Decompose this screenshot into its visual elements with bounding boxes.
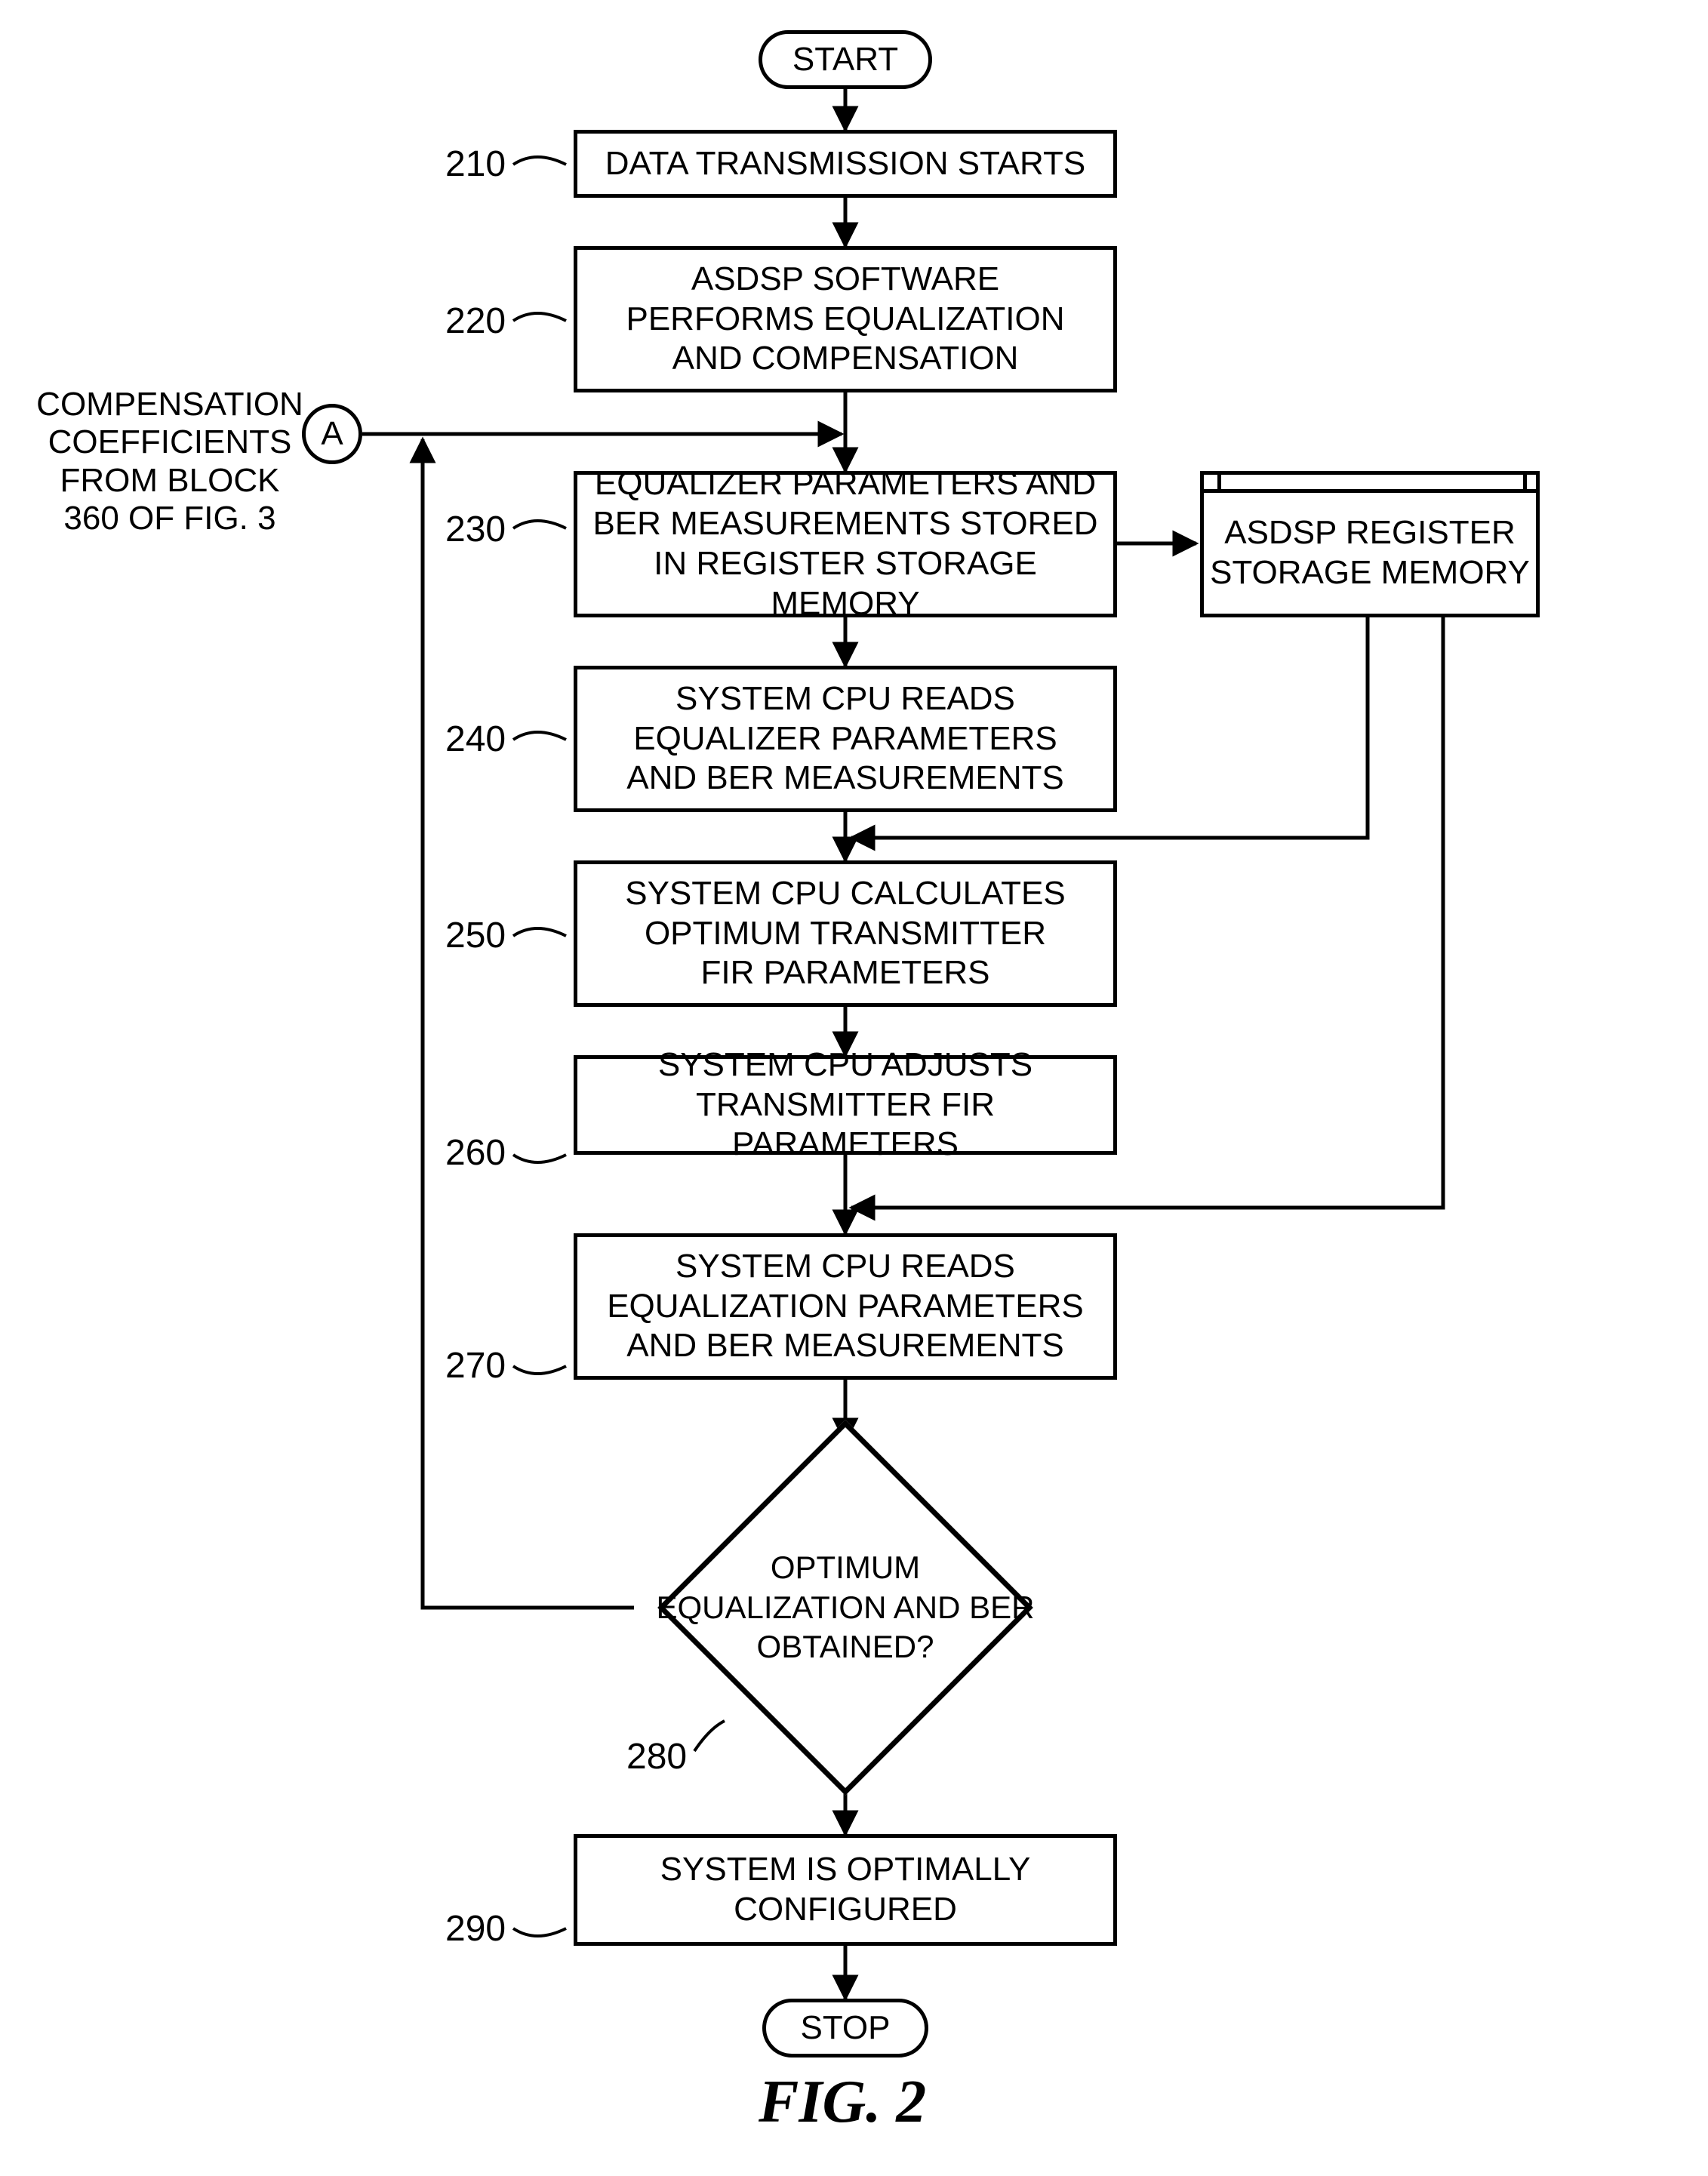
ref-210: 210 <box>445 143 506 185</box>
decision-280-text: OPTIMUM EQUALIZATION AND BER OBTAINED? <box>657 1548 1035 1667</box>
node-210: DATA TRANSMISSION STARTS <box>574 130 1117 198</box>
ref-260: 260 <box>445 1132 506 1174</box>
memory-top-strip <box>1204 475 1536 493</box>
node-250: SYSTEM CPU CALCULATES OPTIMUM TRANSMITTE… <box>574 860 1117 1007</box>
asdsp-memory-box: ASDSP REGISTER STORAGE MEMORY <box>1200 471 1540 617</box>
node-220: ASDSP SOFTWARE PERFORMS EQUALIZATION AND… <box>574 246 1117 392</box>
node-240-text: SYSTEM CPU READS EQUALIZER PARAMETERS AN… <box>626 679 1063 799</box>
node-270-text: SYSTEM CPU READS EQUALIZATION PARAMETERS… <box>607 1247 1084 1366</box>
ref-220: 220 <box>445 300 506 342</box>
memory-text: ASDSP REGISTER STORAGE MEMORY <box>1210 513 1530 593</box>
node-260: SYSTEM CPU ADJUSTS TRANSMITTER FIR PARAM… <box>574 1055 1117 1155</box>
memory-top-inner <box>1217 471 1527 489</box>
node-220-text: ASDSP SOFTWARE PERFORMS EQUALIZATION AND… <box>626 260 1064 379</box>
ref-240: 240 <box>445 719 506 760</box>
node-210-text: DATA TRANSMISSION STARTS <box>605 144 1085 184</box>
node-240: SYSTEM CPU READS EQUALIZER PARAMETERS AN… <box>574 666 1117 812</box>
decision-280: OPTIMUM EQUALIZATION AND BER OBTAINED? <box>634 1442 1057 1774</box>
ref-270: 270 <box>445 1345 506 1387</box>
ref-230: 230 <box>445 509 506 550</box>
start-label: START <box>792 41 898 78</box>
ref-280: 280 <box>626 1736 687 1777</box>
node-230: EQUALIZER PARAMETERS AND BER MEASUREMENT… <box>574 471 1117 617</box>
connector-a: A <box>302 404 362 464</box>
node-270: SYSTEM CPU READS EQUALIZATION PARAMETERS… <box>574 1233 1117 1380</box>
node-230-text: EQUALIZER PARAMETERS AND BER MEASUREMENT… <box>592 464 1098 623</box>
start-terminator: START <box>759 30 932 89</box>
stop-label: STOP <box>800 2009 890 2047</box>
connector-a-label: COMPENSATION COEFFICIENTS FROM BLOCK 360… <box>30 347 309 538</box>
node-250-text: SYSTEM CPU CALCULATES OPTIMUM TRANSMITTE… <box>625 874 1066 993</box>
ref-290: 290 <box>445 1908 506 1950</box>
connector-a-letter: A <box>321 415 343 453</box>
ref-250: 250 <box>445 915 506 956</box>
stop-terminator: STOP <box>762 1999 928 2058</box>
node-290: SYSTEM IS OPTIMALLY CONFIGURED <box>574 1834 1117 1946</box>
node-260-text: SYSTEM CPU ADJUSTS TRANSMITTER FIR PARAM… <box>592 1045 1098 1165</box>
node-290-text: SYSTEM IS OPTIMALLY CONFIGURED <box>660 1850 1031 1930</box>
figure-caption: FIG. 2 <box>759 2068 926 2137</box>
flowchart-canvas: START DATA TRANSMISSION STARTS 210 ASDSP… <box>0 0 1708 2176</box>
